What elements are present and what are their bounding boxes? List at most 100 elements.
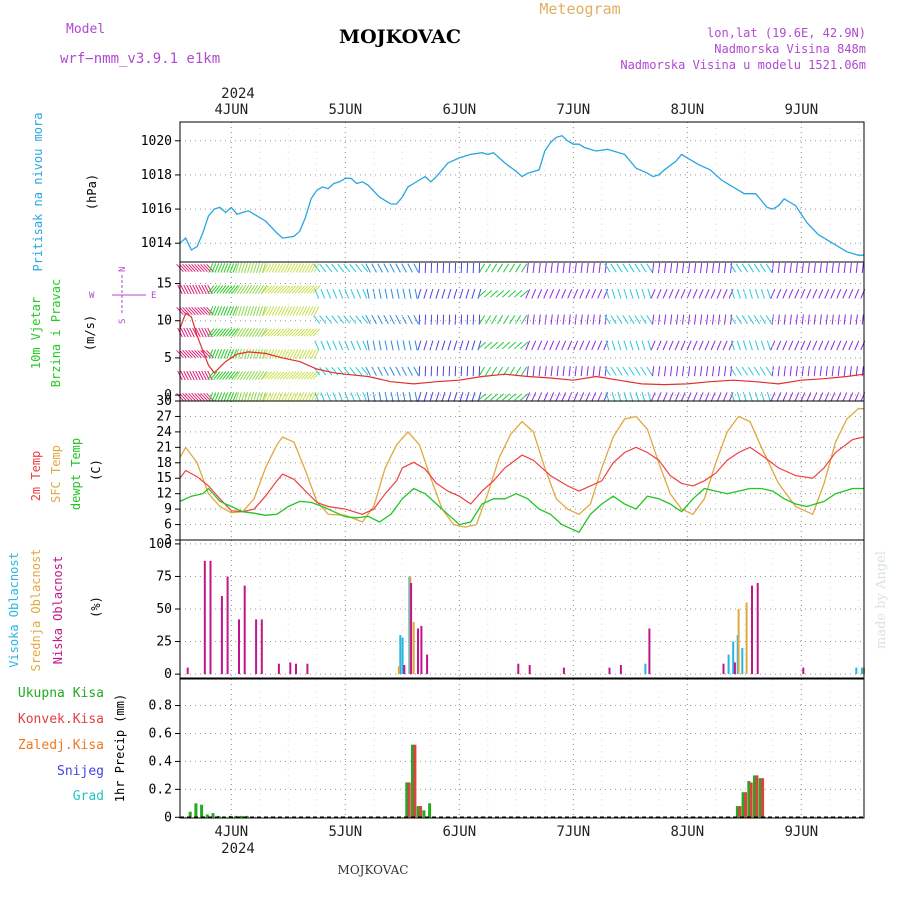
wind-barb xyxy=(689,366,690,376)
wind-barb xyxy=(257,349,260,359)
wind-barb xyxy=(742,315,747,323)
wind-barb xyxy=(363,289,367,298)
wind-barb xyxy=(671,263,672,273)
wind-barb xyxy=(414,315,419,324)
cloud-grid xyxy=(180,540,864,678)
wind-barb xyxy=(409,341,411,351)
wind-barb xyxy=(837,392,841,401)
bottom-date-label: 8JUN xyxy=(670,824,704,840)
wind-barb xyxy=(243,371,248,379)
wind-barb xyxy=(239,306,242,316)
wind-barb xyxy=(522,367,527,375)
wind-barb xyxy=(598,289,602,298)
wind-barb xyxy=(807,341,811,350)
wind-barb xyxy=(391,289,393,299)
wind-barb xyxy=(551,315,552,325)
wind-barb xyxy=(527,315,528,325)
cloud-bars xyxy=(187,561,865,674)
wind-barb xyxy=(248,263,251,273)
wind-barb xyxy=(587,366,588,376)
top-year-label: 2024 xyxy=(221,86,255,102)
wind-barb xyxy=(677,366,678,376)
wind-barb xyxy=(430,341,433,351)
wind-barb xyxy=(671,315,672,325)
wind-barb xyxy=(550,289,554,298)
wind-barb xyxy=(575,366,576,376)
wind-barb xyxy=(618,341,621,351)
precip-bar-total xyxy=(422,810,425,817)
wind-barb xyxy=(612,392,615,402)
cloud-bar-mid xyxy=(413,622,415,674)
wind-barb xyxy=(754,264,759,272)
model-name: wrf−nmm_v3.9.1 e1km xyxy=(60,51,220,67)
cloud-bar-low xyxy=(802,668,804,675)
wind-barb xyxy=(539,315,540,325)
wind-barb xyxy=(681,341,685,350)
wind-barb xyxy=(363,392,367,401)
wind-barb xyxy=(496,342,503,349)
wind-barb xyxy=(550,341,554,350)
wind-barb xyxy=(611,264,616,272)
wind-barb xyxy=(612,289,615,299)
y-tick-label: 0.4 xyxy=(149,754,173,769)
wind-barb xyxy=(510,315,515,323)
wind-barb xyxy=(862,263,863,273)
wind-barb xyxy=(719,366,720,376)
precip-bar-total xyxy=(194,803,197,817)
wind-barb xyxy=(223,329,229,337)
wind-barb xyxy=(539,366,540,376)
wind-barb xyxy=(217,329,223,337)
wind-barb xyxy=(538,289,542,298)
wind-barb xyxy=(580,289,584,298)
wind-barb xyxy=(648,289,651,299)
wind-barb xyxy=(850,263,851,273)
wind-barb xyxy=(855,341,859,350)
wind-barb xyxy=(755,392,758,402)
wind-barb xyxy=(396,315,401,324)
wind-barb xyxy=(580,341,584,350)
y-tick-label: 25 xyxy=(156,635,172,650)
y-tick-label: 0.6 xyxy=(149,726,172,741)
wind-barb xyxy=(657,289,661,298)
wind-barb xyxy=(641,367,646,375)
wind-barb xyxy=(378,264,383,273)
wind-barb xyxy=(593,263,594,273)
wind-barb xyxy=(586,392,590,401)
wind-barb xyxy=(390,264,395,273)
cloud-bar-low xyxy=(306,664,308,674)
wind-barb xyxy=(556,341,560,350)
wind-barb xyxy=(586,341,590,350)
wind-barb xyxy=(454,341,457,351)
wind-barb xyxy=(415,341,417,351)
wind-barb xyxy=(478,392,481,402)
wind-barb xyxy=(255,328,260,336)
cloud-bar-low xyxy=(261,619,263,674)
bottom-date-label: 5JUN xyxy=(328,824,362,840)
wind-barb xyxy=(820,315,821,325)
cloud-bar-low xyxy=(751,586,753,675)
wind-barb xyxy=(466,392,469,402)
cloud-bar-low xyxy=(221,596,223,674)
pressure-line xyxy=(180,136,864,256)
wind-barb xyxy=(580,392,584,401)
wind-barb xyxy=(598,341,602,350)
precip-bar-conv xyxy=(755,775,758,817)
wind-barb xyxy=(707,263,708,273)
cloud-bar-high xyxy=(728,655,730,675)
wind-barb xyxy=(795,289,799,298)
cloud-bar-low xyxy=(648,629,650,675)
wind-barb xyxy=(754,367,759,375)
wind-barb xyxy=(486,367,491,375)
wind-barb xyxy=(808,366,809,376)
wind-barb xyxy=(472,341,475,351)
wind-barb xyxy=(592,392,596,401)
wind-barb xyxy=(777,392,781,401)
wind-barb xyxy=(663,289,667,298)
wind-barb xyxy=(498,315,503,323)
wind-barb xyxy=(327,289,331,298)
wind-barb xyxy=(502,394,509,401)
wind-barb xyxy=(784,366,785,376)
wind-barb xyxy=(723,289,727,298)
wind-barb xyxy=(681,289,685,298)
wind-barb xyxy=(508,342,515,349)
